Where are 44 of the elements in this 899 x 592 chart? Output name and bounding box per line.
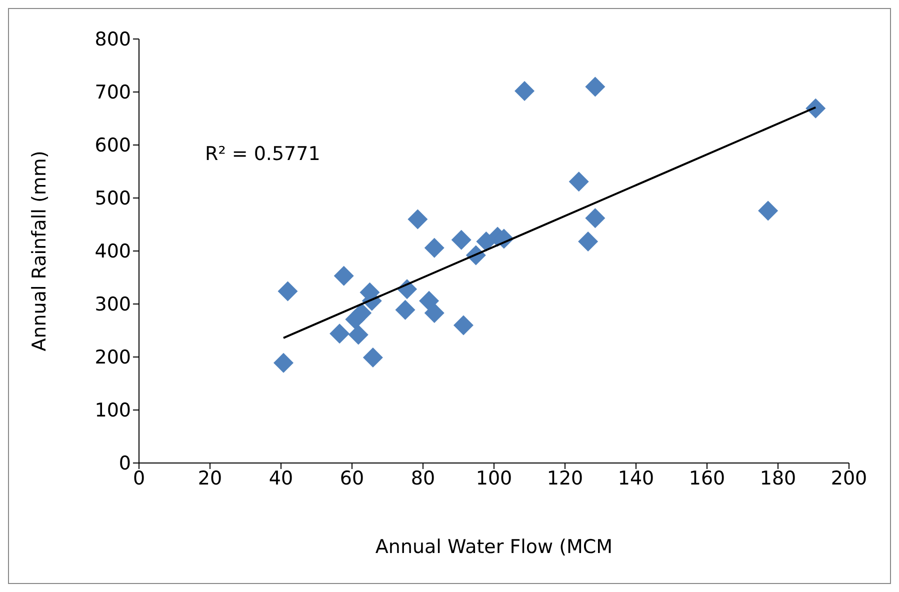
y-tick-label: 500 <box>94 188 131 210</box>
point <box>585 208 606 228</box>
point <box>395 300 416 320</box>
x-tick-label: 20 <box>198 467 222 490</box>
point <box>352 303 372 324</box>
x-tick-label: 160 <box>688 467 726 490</box>
x-tick-label: 60 <box>340 467 364 490</box>
x-axis-title: Annual Water Flow (MCM <box>375 536 613 558</box>
x-tick-label: 100 <box>476 467 512 490</box>
point <box>453 315 474 336</box>
x-tick-label: 0 <box>132 467 146 490</box>
point <box>578 231 598 252</box>
y-tick-label: 800 <box>94 28 131 51</box>
point <box>419 290 440 311</box>
point <box>568 172 589 192</box>
x-tick-label: 120 <box>546 467 584 490</box>
y-tick-label: 100 <box>94 400 131 422</box>
x-tick-label: 40 <box>268 467 294 490</box>
y-tick-label: 400 <box>94 240 131 263</box>
y-tick-label: 300 <box>94 294 131 316</box>
point <box>273 352 294 373</box>
y-tick-label: 700 <box>94 82 131 104</box>
x-tick-label: 140 <box>618 467 654 490</box>
point <box>585 76 606 97</box>
point <box>758 200 778 221</box>
x-tick-label: 80 <box>410 467 436 490</box>
point <box>424 303 444 324</box>
annotation: R² = 0.5771 <box>205 143 320 165</box>
point <box>362 348 383 368</box>
x-tick-label: 180 <box>760 467 796 490</box>
y-tick-label: 200 <box>94 346 131 369</box>
y-axis-title: Annual Rainfall (mm) <box>28 150 51 352</box>
y-tick-label: 0 <box>118 452 131 475</box>
point <box>408 209 428 230</box>
x-tick-label: 200 <box>830 467 868 490</box>
point <box>330 324 350 344</box>
point <box>806 98 826 118</box>
point <box>278 281 298 302</box>
point <box>334 266 354 286</box>
point <box>451 230 472 250</box>
point <box>348 324 368 345</box>
y-tick-label: 600 <box>94 134 131 157</box>
point <box>514 80 535 101</box>
point <box>424 238 444 258</box>
